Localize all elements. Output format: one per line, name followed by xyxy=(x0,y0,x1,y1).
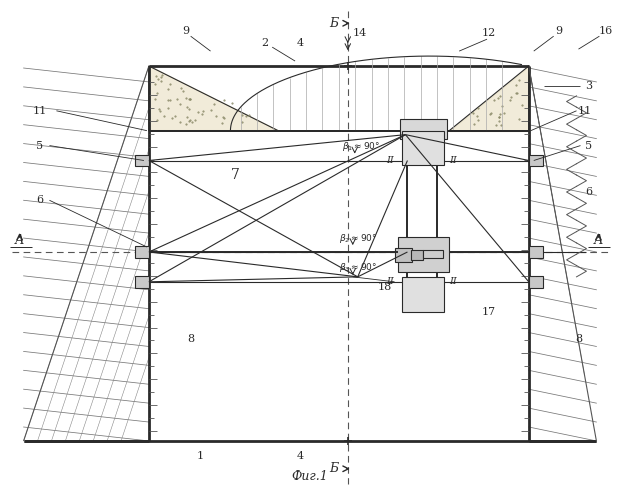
Bar xyxy=(394,248,412,262)
Bar xyxy=(402,277,445,312)
Text: Фиг.1: Фиг.1 xyxy=(291,470,329,483)
Text: 2: 2 xyxy=(262,38,269,48)
Text: 7: 7 xyxy=(231,168,240,182)
Text: 16: 16 xyxy=(598,26,613,36)
Bar xyxy=(529,246,542,258)
Bar xyxy=(529,154,542,166)
Text: 8: 8 xyxy=(187,334,194,344)
Text: 9: 9 xyxy=(182,26,189,36)
Text: 4: 4 xyxy=(296,451,304,461)
Text: II: II xyxy=(450,156,457,165)
Text: 5: 5 xyxy=(585,140,592,150)
Text: II: II xyxy=(450,278,457,286)
Bar xyxy=(135,276,149,288)
Text: $\beta_1{\approx}90°$: $\beta_1{\approx}90°$ xyxy=(342,140,380,153)
Bar xyxy=(529,276,542,288)
Bar xyxy=(402,130,445,166)
Bar xyxy=(135,154,149,166)
Bar xyxy=(423,250,443,258)
Text: 3: 3 xyxy=(585,81,592,91)
Text: 4: 4 xyxy=(296,38,304,48)
Text: 12: 12 xyxy=(482,28,496,38)
Bar xyxy=(135,246,149,258)
Text: 11: 11 xyxy=(32,106,46,116)
Text: 18: 18 xyxy=(378,282,392,292)
Bar xyxy=(412,250,423,260)
Text: Б: Б xyxy=(329,462,339,475)
Text: А: А xyxy=(15,234,24,246)
Text: 9: 9 xyxy=(555,26,562,36)
Bar xyxy=(399,118,447,139)
Text: 17: 17 xyxy=(482,306,496,316)
Text: 6: 6 xyxy=(585,188,592,198)
Text: $\beta_3{\approx}90°$: $\beta_3{\approx}90°$ xyxy=(339,262,377,274)
Text: II: II xyxy=(386,278,394,286)
Text: 6: 6 xyxy=(36,196,43,205)
Text: $\beta_2{\approx}90°$: $\beta_2{\approx}90°$ xyxy=(339,232,377,244)
Text: 11: 11 xyxy=(577,106,591,116)
Text: А: А xyxy=(593,234,603,246)
Text: 14: 14 xyxy=(353,28,367,38)
Text: 1: 1 xyxy=(197,451,204,461)
Bar xyxy=(397,237,450,272)
Polygon shape xyxy=(149,66,278,130)
Text: Б: Б xyxy=(329,17,339,30)
Polygon shape xyxy=(450,66,529,130)
Text: II: II xyxy=(386,156,394,165)
Text: 8: 8 xyxy=(575,334,582,344)
Text: 5: 5 xyxy=(36,140,43,150)
